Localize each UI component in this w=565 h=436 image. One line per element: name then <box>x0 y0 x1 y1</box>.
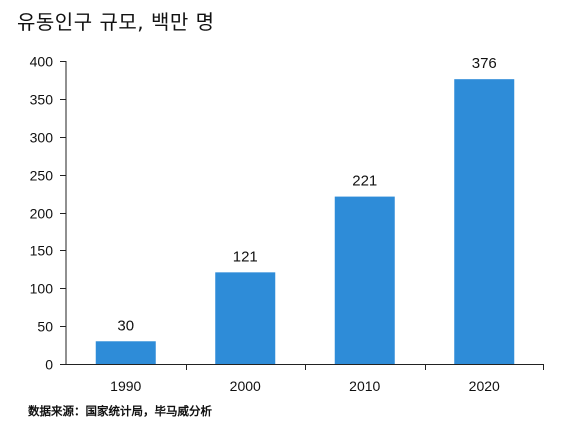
x-tick-label-2010: 2010 <box>349 378 380 394</box>
source-note: 数据来源：国家统计局，毕马威分析 <box>28 404 212 418</box>
data-label-1990: 30 <box>117 317 134 334</box>
y-tick-label: 50 <box>37 319 53 335</box>
y-tick-label: 300 <box>30 130 54 146</box>
bar-chart: 0 50 100 150 200 250 300 350 400 30 1990 121 2000 221… <box>30 54 544 394</box>
bar-2010 <box>334 196 395 364</box>
chart-title: 유동인구 규모, 백만 명 <box>17 10 215 34</box>
y-tick-label: 350 <box>30 92 54 108</box>
y-tick-label: 0 <box>45 357 53 373</box>
x-tick-label-2000: 2000 <box>230 378 261 394</box>
data-label-2010: 221 <box>352 173 377 190</box>
y-tick-label: 200 <box>30 206 54 222</box>
data-label-2020: 376 <box>472 55 497 72</box>
y-tick-label: 150 <box>30 243 54 259</box>
bar-2000 <box>215 272 276 364</box>
bar-2020 <box>454 79 515 365</box>
y-tick-label: 100 <box>30 281 54 297</box>
bar-1990 <box>95 341 156 364</box>
x-tick-label-2020: 2020 <box>469 378 500 394</box>
x-tick-label-1990: 1990 <box>110 378 141 394</box>
data-label-2000: 121 <box>233 248 258 265</box>
y-tick-label: 400 <box>30 54 54 70</box>
y-tick-label: 250 <box>30 168 54 184</box>
